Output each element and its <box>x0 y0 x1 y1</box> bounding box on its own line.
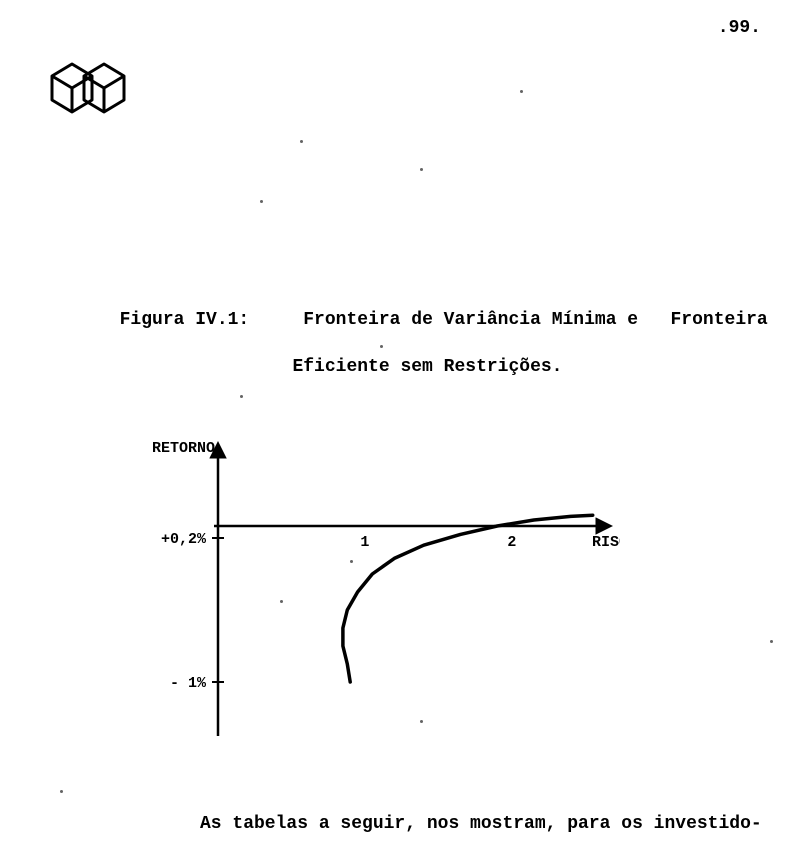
page-number: .99. <box>718 18 761 38</box>
svg-text:2: 2 <box>507 534 516 551</box>
svg-text:RISCO: RISCO <box>592 534 620 551</box>
svg-text:+0,2%: +0,2% <box>161 531 207 548</box>
caption-label: Figura IV.1: <box>120 310 250 330</box>
caption-title-1: Fronteira de Variância Mínima e Fronteir… <box>303 310 767 330</box>
figure-caption: Figura IV.1: Fronteira de Variância Míni… <box>98 250 771 390</box>
frontier-chart: +0,2% - 1% 1 2 RETORNO RISCO <box>140 430 620 750</box>
caption-title-2: Eficiente sem Restrições. <box>292 357 562 377</box>
footer-text: As tabelas a seguir, nos mostram, para o… <box>200 814 762 834</box>
svg-text:- 1%: - 1% <box>170 675 207 692</box>
svg-text:RETORNO: RETORNO <box>152 440 215 457</box>
logo <box>48 60 132 121</box>
svg-text:1: 1 <box>360 534 369 551</box>
